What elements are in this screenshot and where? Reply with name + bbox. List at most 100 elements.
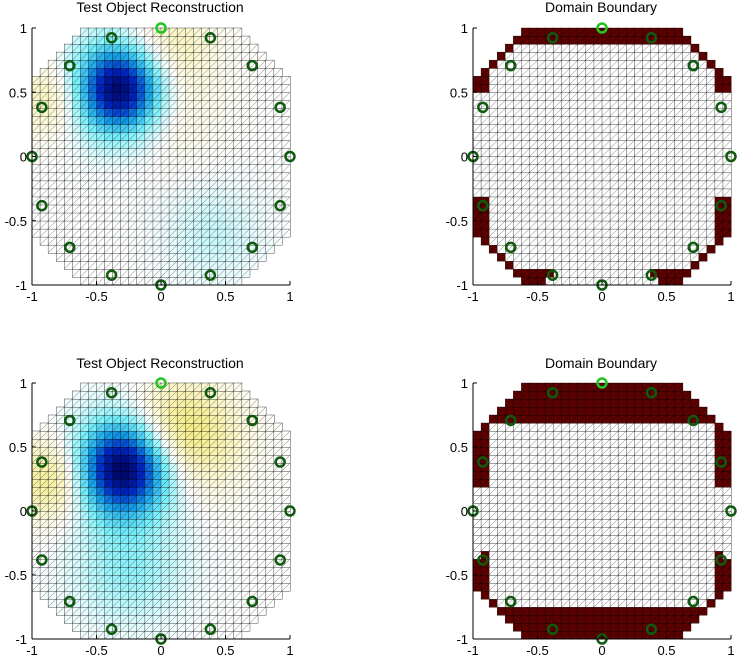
y-tick-label: -0.5 xyxy=(5,214,27,229)
x-tick-label: 0 xyxy=(598,643,605,658)
electrodes xyxy=(467,377,737,645)
x-tick-label: -1 xyxy=(467,643,479,658)
electrode-marker xyxy=(105,269,118,281)
plot-area xyxy=(26,377,296,645)
electrode-marker xyxy=(687,414,699,427)
electrode-marker xyxy=(284,505,296,517)
electrode-marker xyxy=(204,269,217,281)
electrode-marker xyxy=(645,386,658,399)
panel-title: Test Object Reconstruction xyxy=(76,355,243,371)
x-tick-label: 0.5 xyxy=(657,289,675,304)
x-tick-label: 0 xyxy=(157,643,164,658)
electrode-marker xyxy=(284,150,296,163)
electrode-marker xyxy=(715,101,727,114)
electrode-highlight-marker xyxy=(155,22,167,34)
y-tick-label: -1 xyxy=(15,278,27,293)
x-tick-label: 0.5 xyxy=(216,289,234,304)
mesh xyxy=(31,382,291,640)
electrode-marker xyxy=(64,241,76,254)
electrode-marker xyxy=(546,386,559,399)
y-tick-label: 0.5 xyxy=(9,440,27,455)
x-tick-label: 1 xyxy=(727,643,734,658)
panel-title: Domain Boundary xyxy=(545,355,657,371)
electrode-marker xyxy=(64,595,76,608)
electrode-marker xyxy=(204,386,217,399)
electrode-marker xyxy=(105,386,118,399)
panel-top-right: Domain Boundary 1 0.5 0 -0.5 -1-1 -0.5 0 0.5 1 xyxy=(446,0,737,304)
mesh xyxy=(472,382,732,640)
y-tick-label: -0.5 xyxy=(446,568,468,583)
electrode-marker xyxy=(105,623,118,636)
x-tick-label: -0.5 xyxy=(85,643,107,658)
y-tick-label: -1 xyxy=(15,632,27,647)
electrode-marker xyxy=(645,623,658,636)
y-tick-label: 1 xyxy=(20,376,27,391)
electrode-marker xyxy=(64,59,76,72)
x-tick-label: -1 xyxy=(26,289,38,304)
x-tick-label: -0.5 xyxy=(526,643,548,658)
y-tick-label: -1 xyxy=(456,632,468,647)
x-tick-label: 1 xyxy=(286,643,293,658)
electrode-marker xyxy=(274,101,286,114)
mesh xyxy=(472,27,732,286)
electrode-marker xyxy=(477,456,489,468)
plot-area xyxy=(26,22,296,291)
electrode-marker xyxy=(105,32,118,44)
electrode-marker xyxy=(246,414,258,427)
panel-bottom-right: Domain Boundary 1 0.5 0 -0.5 -1-1 -0.5 0 0.5 1 xyxy=(446,355,737,658)
electrode-marker xyxy=(274,554,286,566)
electrode-marker xyxy=(546,32,559,44)
plot-area xyxy=(467,377,737,645)
electrode-marker xyxy=(36,554,48,566)
electrode-marker xyxy=(246,241,258,254)
electrode-marker xyxy=(715,456,727,468)
electrode-marker xyxy=(546,623,559,636)
mesh xyxy=(31,27,291,286)
electrode-marker xyxy=(274,456,286,468)
electrode-marker xyxy=(505,241,517,254)
electrode-marker xyxy=(715,199,727,212)
x-tick-label: -1 xyxy=(26,643,38,658)
electrode-marker xyxy=(715,554,727,566)
electrodes xyxy=(467,22,737,291)
electrode-marker xyxy=(546,269,559,281)
y-tick-label: 1 xyxy=(461,21,468,36)
y-tick-label: 0 xyxy=(20,504,27,519)
electrode-marker xyxy=(246,59,258,72)
panel-bottom-left: Test Object Reconstruction 1 0.5 0 -0.5 -1-1… xyxy=(5,355,296,658)
electrode-marker xyxy=(645,32,658,44)
y-tick-label: -1 xyxy=(456,278,468,293)
electrode-marker xyxy=(687,59,699,72)
electrode-marker xyxy=(477,199,489,212)
x-tick-label: 1 xyxy=(286,289,293,304)
y-tick-label: 0 xyxy=(20,150,27,165)
axes: 1 0.5 0 -0.5 -1-1 -0.5 0 0.5 1 xyxy=(5,376,294,658)
electrode-marker xyxy=(274,199,286,212)
y-tick-label: 0 xyxy=(461,504,468,519)
panel-title: Domain Boundary xyxy=(545,0,657,15)
y-tick-label: 0.5 xyxy=(450,85,468,100)
x-tick-label: 0.5 xyxy=(657,643,675,658)
electrode-marker xyxy=(725,505,737,517)
electrode-marker xyxy=(64,414,76,427)
x-tick-label: -0.5 xyxy=(526,289,548,304)
electrode-highlight-marker xyxy=(596,22,608,34)
x-tick-label: -0.5 xyxy=(85,289,107,304)
electrode-marker xyxy=(204,623,217,636)
electrode-marker xyxy=(477,554,489,566)
electrode-marker xyxy=(687,595,699,608)
electrode-marker xyxy=(505,59,517,72)
axes: 1 0.5 0 -0.5 -1-1 -0.5 0 0.5 1 xyxy=(446,376,735,658)
axes: 1 0.5 0 -0.5 -1-1 -0.5 0 0.5 1 xyxy=(5,21,294,304)
y-tick-label: 0.5 xyxy=(9,85,27,100)
electrode-highlight-marker xyxy=(596,377,608,389)
y-tick-label: -0.5 xyxy=(5,568,27,583)
electrode-marker xyxy=(204,32,217,44)
electrode-marker xyxy=(36,199,48,212)
panel-title: Test Object Reconstruction xyxy=(76,0,243,15)
electrode-marker xyxy=(246,595,258,608)
y-tick-label: -0.5 xyxy=(446,214,468,229)
electrode-marker xyxy=(725,150,737,163)
y-tick-label: 1 xyxy=(20,21,27,36)
